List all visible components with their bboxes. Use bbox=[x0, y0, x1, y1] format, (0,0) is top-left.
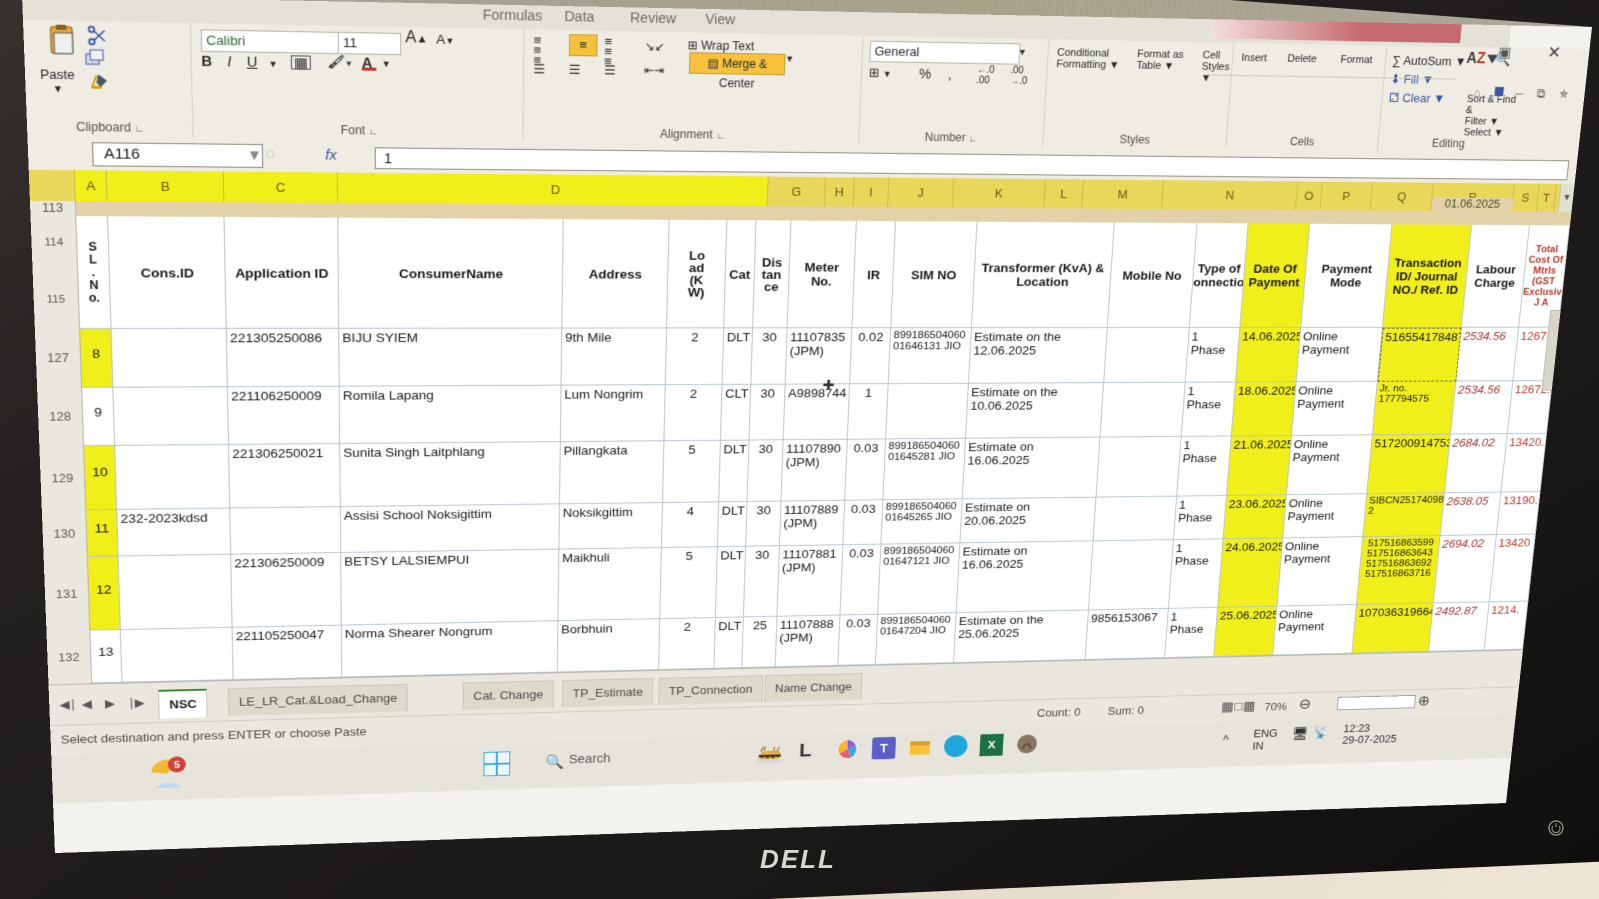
svg-text:DELL: DELL bbox=[760, 844, 836, 874]
svg-text:5: 5 bbox=[174, 760, 181, 771]
